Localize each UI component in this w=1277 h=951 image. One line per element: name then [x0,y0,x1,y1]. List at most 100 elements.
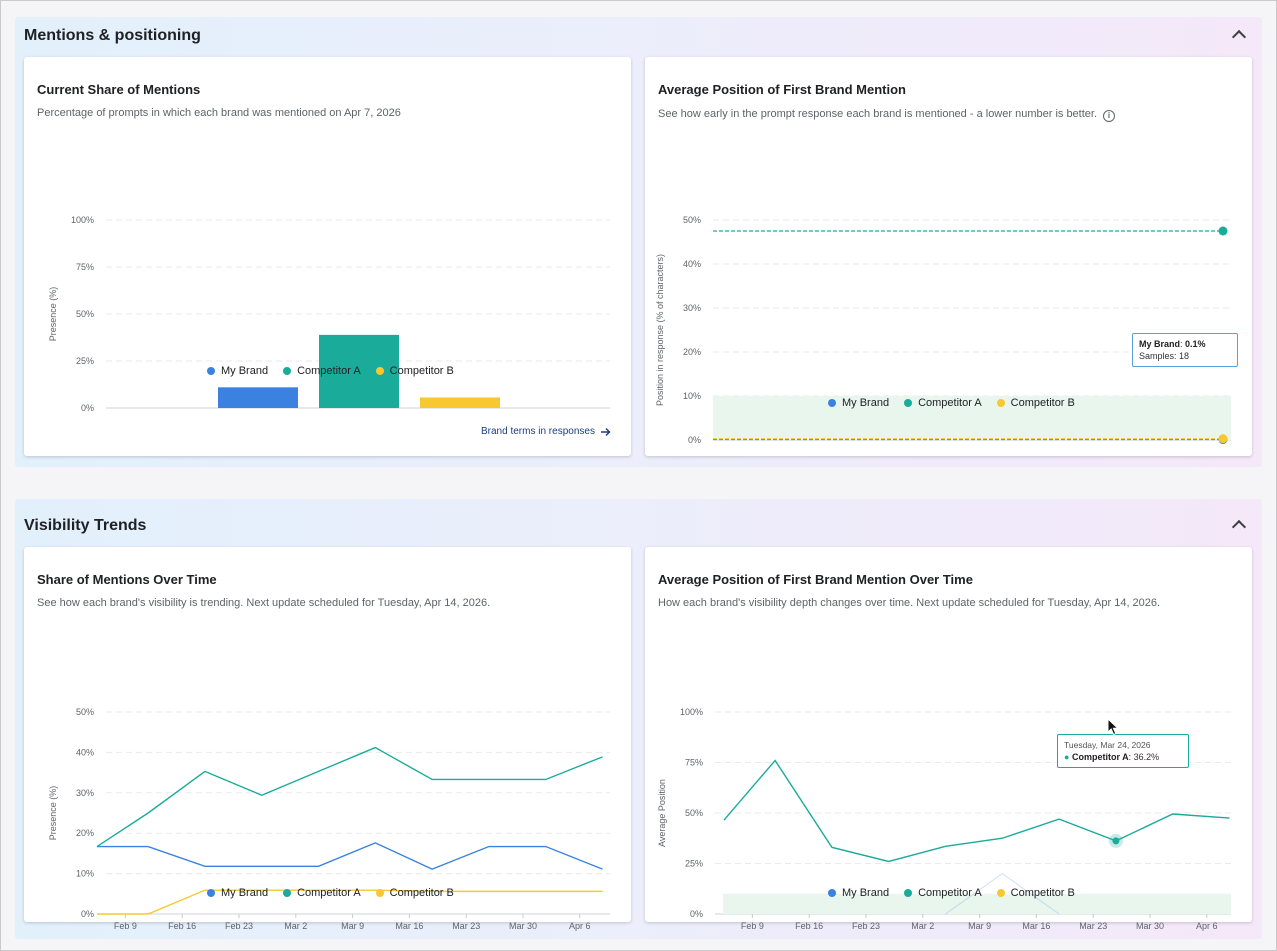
y-tick-label: 50% [76,309,94,319]
legend-label: Competitor B [389,887,454,899]
legend-item[interactable]: My Brand [828,887,889,899]
legend-item[interactable]: My Brand [828,397,889,409]
good-zone-band [713,396,1231,440]
collapse-chevron-icon[interactable] [1231,29,1247,45]
legend-item[interactable]: Competitor A [283,887,361,899]
section-title: Mentions & positioning [24,27,201,44]
mentions-section: Mentions & positioning Current Share of … [15,17,1262,467]
tooltip-label: My Brand [1139,339,1181,349]
legend: My Brand Competitor A Competitor B [828,887,1075,899]
legend-dot-icon [828,889,836,897]
legend-dot-icon [207,889,215,897]
link-label: Brand terms in responses [481,426,595,437]
position-trend-line-chart: 0% 25% 50% 75% 100% Average Position Feb 9 Feb … [657,707,1231,931]
share-trend-line-chart: 0% 10% 20% 30% 40% 50% Presence (%) Feb 9 Feb 16… [48,707,610,931]
series-line-competitor-b [97,889,603,915]
subtitle-text: See how early in the prompt response eac… [658,108,1098,120]
card-title: Current Share of Mentions [37,82,201,97]
legend-item[interactable]: Competitor A [904,397,982,409]
legend: My Brand Competitor A Competitor B [828,397,1075,409]
y-tick-label: 20% [76,828,94,838]
y-tick-label: 100% [71,215,94,225]
legend-dot-icon [996,399,1005,407]
x-tick-label: Feb 23 [852,921,880,931]
y-tick-label: 40% [683,259,701,269]
legend-dot-icon [996,889,1005,897]
legend-dot-icon [375,367,384,375]
card-title: Average Position of First Brand Mention [658,82,906,97]
x-tick-label: Apr 6 [569,921,591,931]
legend-item[interactable]: Competitor B [375,365,454,377]
legend-label: Competitor B [1010,397,1075,409]
y-tick-label: 75% [685,758,703,768]
legend-item[interactable]: My Brand [207,365,268,377]
position-scatter-chart: 0% 10% 20% 30% 40% 50% Position in response (%… [655,215,1231,445]
legend-label: Competitor B [389,365,454,377]
section-title: Visibility Trends [24,517,147,534]
card-subtitle: How each brand's visibility depth change… [658,597,1161,609]
x-tick-label: Feb 16 [168,921,196,931]
card-subtitle: See how each brand's visibility is trend… [37,597,491,609]
x-tick-label: Mar 23 [452,921,480,931]
share-of-mentions-card: Current Share of Mentions Percentage of … [24,57,631,456]
trend-tooltip: Tuesday, Mar 24, 2026 ● Competitor A: 36… [1057,734,1189,768]
card-title: Average Position of First Brand Mention … [658,572,973,587]
y-axis-label: Position in response (% of characters) [655,254,665,406]
card-subtitle: See how early in the prompt response eac… [658,108,1116,122]
card-title: Share of Mentions Over Time [37,572,217,587]
good-zone-band [723,893,1231,914]
highlight-point [1112,837,1120,845]
bar-competitor-a [319,334,399,408]
legend-item[interactable]: My Brand [207,887,268,899]
y-axis-label: Presence (%) [48,287,58,342]
legend-item[interactable]: Competitor A [283,365,361,377]
bar-my-brand [218,387,298,408]
share-bar-chart: 0% 25% 50% 75% 100% Presence (%) [48,215,610,413]
legend-item[interactable]: Competitor B [375,887,454,899]
tooltip-dot-icon: ● [1064,752,1070,762]
legend-label: Competitor A [297,365,361,377]
point-competitor-b [1218,434,1228,444]
x-tick-label: Apr 6 [1196,921,1218,931]
legend-item[interactable]: Competitor B [996,397,1075,409]
x-tick-label: Feb 9 [114,921,137,931]
series-line-my-brand [97,842,603,870]
x-tick-label: Mar 9 [341,921,364,931]
position-tooltip: My Brand: 0.1% Samples: 18 [1132,333,1238,367]
legend: My Brand Competitor A Competitor B [207,887,454,899]
legend-dot-icon [375,889,384,897]
mouse-cursor-icon [1107,717,1120,736]
y-tick-label: 30% [683,303,701,313]
x-tick-label: Mar 30 [1136,921,1164,931]
legend-dot-icon [283,889,292,897]
y-tick-label: 50% [76,707,94,717]
legend-item[interactable]: Competitor A [904,887,982,899]
y-tick-label: 0% [81,403,94,413]
y-axis-label: Average Position [657,779,667,847]
y-tick-label: 10% [683,391,701,401]
point-competitor-a [1218,226,1228,236]
legend-label: Competitor B [1010,887,1075,899]
legend-label: My Brand [221,887,269,899]
collapse-chevron-icon[interactable] [1231,519,1247,535]
y-axis-label: Presence (%) [48,786,58,841]
average-position-card: Average Position of First Brand Mention … [645,57,1252,456]
brand-terms-link[interactable]: Brand terms in responses [481,426,611,437]
y-tick-label: 0% [81,909,94,919]
visibility-trends-section: Visibility Trends Share of Mentions Over… [15,499,1262,939]
x-tick-label: Mar 30 [509,921,537,931]
y-tick-label: 100% [680,707,703,717]
tooltip-value: 0.1% [1185,339,1206,349]
x-tick-label: Mar 23 [1079,921,1107,931]
x-tick-label: Mar 2 [911,921,934,931]
x-tick-label: Mar 16 [395,921,423,931]
tooltip-date: Tuesday, Mar 24, 2026 [1064,740,1151,750]
legend-item[interactable]: Competitor B [996,887,1075,899]
legend-label: Competitor A [918,397,982,409]
y-tick-label: 50% [685,808,703,818]
legend-dot-icon [283,367,292,375]
bar-competitor-b [420,397,500,408]
y-tick-label: 50% [683,215,701,225]
legend-label: Competitor A [297,887,361,899]
info-icon[interactable]: i [1103,110,1116,122]
